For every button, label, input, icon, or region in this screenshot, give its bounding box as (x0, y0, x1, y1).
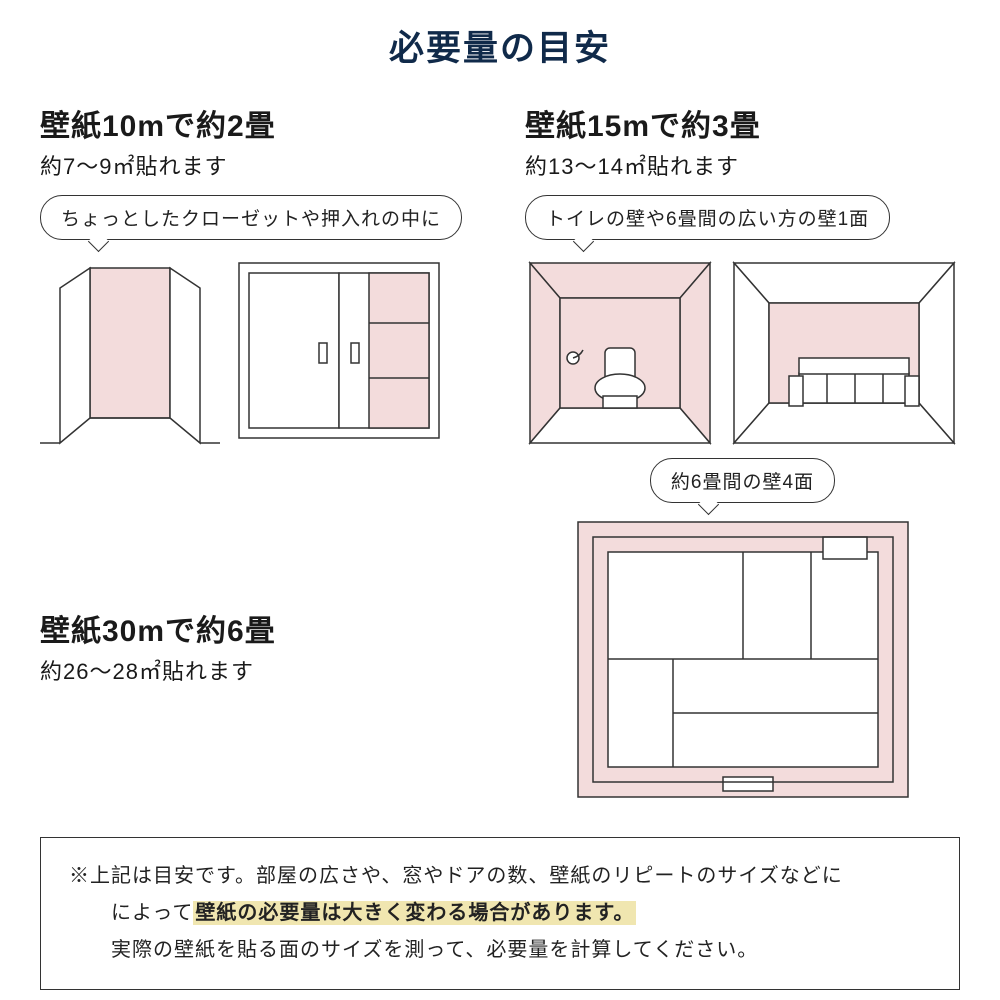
page-title: 必要量の目安 (40, 20, 960, 71)
note-line-1: ※上記は目安です。部屋の広さや、窓やドアの数、壁紙のリピートのサイズなどに (69, 858, 931, 895)
card-30m: 壁紙30mで約6畳 約26～28㎡貼れます (40, 458, 475, 807)
note-line-3: 実際の壁紙を貼る面のサイズを測って、必要量を計算してください。 (69, 932, 931, 969)
floor-plan-icon (573, 517, 913, 807)
card-15m-sub: 約13～14㎡貼れます (525, 149, 960, 181)
card-15m-bubble: トイレの壁や6畳間の広い方の壁1面 (525, 195, 890, 240)
card-15m-title: 壁紙15mで約3畳 (525, 101, 960, 145)
card-15m-illustrations (525, 258, 960, 448)
toilet-room-icon (525, 258, 715, 448)
note-highlight: 壁紙の必要量は大きく変わる場合があります。 (193, 901, 636, 925)
card-15m: 壁紙15mで約3畳 約13～14㎡貼れます トイレの壁や6畳間の広い方の壁1面 (525, 101, 960, 448)
note-box: ※上記は目安です。部屋の広さや、窓やドアの数、壁紙のリピートのサイズなどに によ… (40, 837, 960, 990)
living-room-icon (729, 258, 959, 448)
card-10m-sub: 約7～9㎡貼れます (40, 149, 475, 181)
card-30m-title: 壁紙30mで約6畳 (40, 606, 475, 650)
card-10m-illustrations (40, 258, 475, 448)
closet-open-icon (40, 258, 220, 448)
card-10m-bubble: ちょっとしたクローゼットや押入れの中に (40, 195, 462, 240)
card-30m-sub: 約26～28㎡貼れます (40, 654, 475, 686)
cards-grid: 壁紙10mで約2畳 約7～9㎡貼れます ちょっとしたクローゼットや押入れの中に (40, 101, 960, 807)
card-10m-title: 壁紙10mで約2畳 (40, 101, 475, 145)
sliding-door-icon (234, 258, 444, 448)
card-30m-illus-wrap: 約6畳間の壁4面 (525, 458, 960, 807)
card-10m: 壁紙10mで約2畳 約7～9㎡貼れます ちょっとしたクローゼットや押入れの中に (40, 101, 475, 448)
note-line-2-prefix: によって (69, 902, 193, 924)
note-line-2: によって壁紙の必要量は大きく変わる場合があります。 (69, 895, 931, 932)
card-30m-bubble: 約6畳間の壁4面 (650, 458, 835, 503)
